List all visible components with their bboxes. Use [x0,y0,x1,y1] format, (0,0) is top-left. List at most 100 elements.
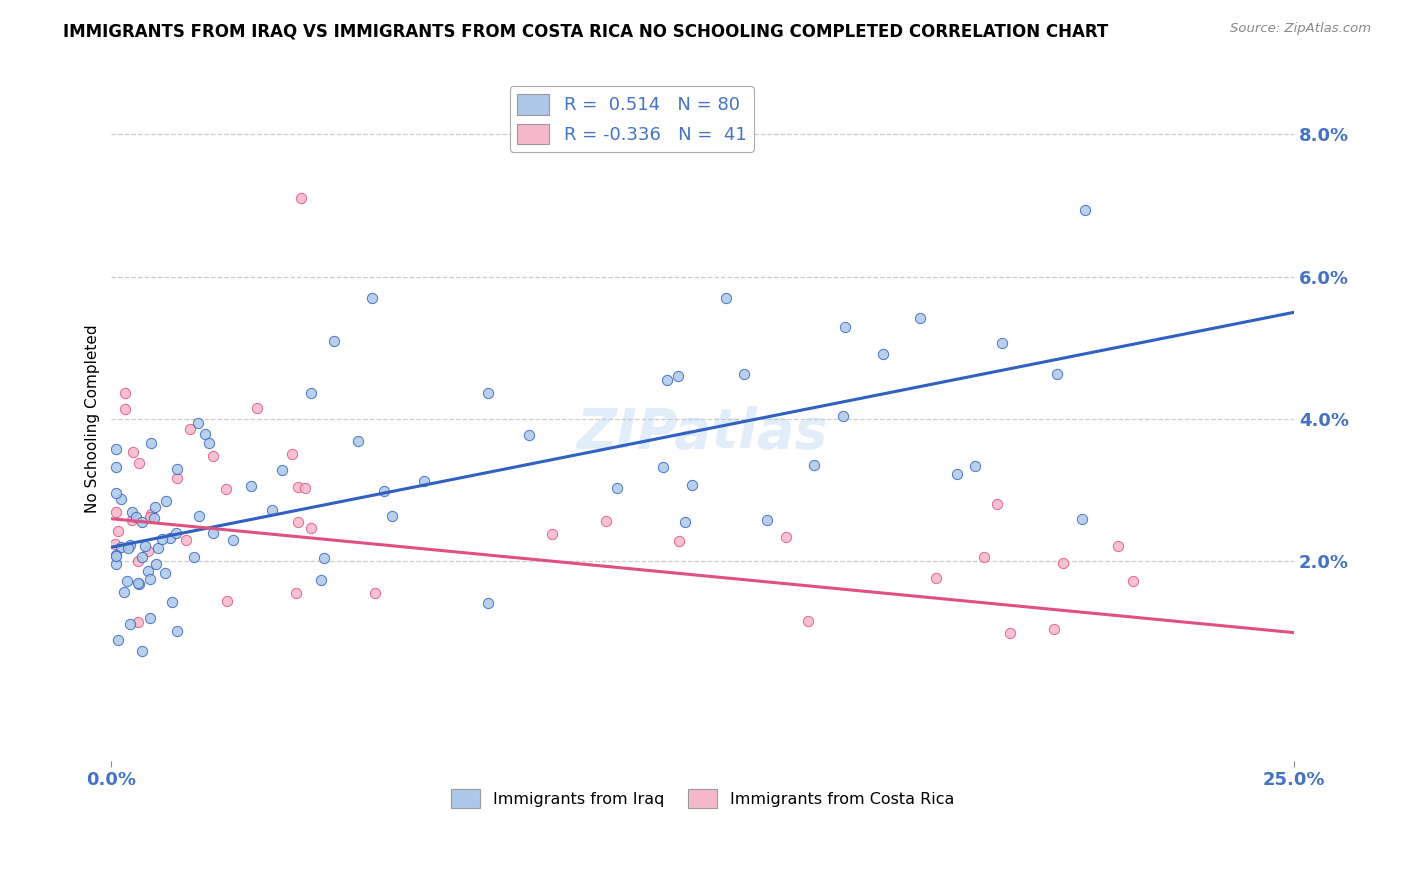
Point [127,554,149,568]
Point [908,310,931,325]
Point [998,625,1021,640]
Point [117,541,139,556]
Point [198,435,221,450]
Point [1045,367,1067,381]
Point [716,291,738,305]
Point [201,449,224,463]
Point [120,538,142,552]
Point [141,507,163,521]
Point [105,548,128,562]
Point [347,434,370,449]
Point [681,478,703,492]
Point [112,584,135,599]
Point [360,291,382,305]
Point [363,585,385,599]
Point [1071,512,1094,526]
Point [107,633,129,648]
Point [831,409,853,423]
Point [1122,574,1144,588]
Point [299,521,322,535]
Point [287,515,309,529]
Point [136,543,159,558]
Point [139,510,162,524]
Point [142,510,165,524]
Point [755,513,778,527]
Point [595,515,617,529]
Point [143,500,166,515]
Point [872,347,894,361]
Point [174,533,197,547]
Point [673,515,696,529]
Text: IMMIGRANTS FROM IRAQ VS IMMIGRANTS FROM COSTA RICA NO SCHOOLING COMPLETED CORREL: IMMIGRANTS FROM IRAQ VS IMMIGRANTS FROM … [63,22,1108,40]
Legend: Immigrants from Iraq, Immigrants from Costa Rica: Immigrants from Iraq, Immigrants from Co… [444,783,960,814]
Point [519,428,541,442]
Point [121,444,143,458]
Text: Source: ZipAtlas.com: Source: ZipAtlas.com [1230,22,1371,36]
Point [413,474,436,488]
Point [222,533,245,547]
Point [150,533,173,547]
Point [657,374,679,388]
Point [322,334,344,348]
Point [110,491,132,506]
Point [105,549,128,564]
Point [104,506,127,520]
Point [105,442,128,456]
Point [309,574,332,588]
Point [131,549,153,564]
Point [380,509,402,524]
Point [153,566,176,581]
Point [139,436,162,450]
Point [245,401,267,416]
Point [118,617,141,632]
Point [477,385,499,400]
Point [1107,539,1129,553]
Point [128,456,150,470]
Point [105,485,128,500]
Point [179,421,201,435]
Point [733,368,755,382]
Point [540,527,562,541]
Point [127,576,149,591]
Point [115,574,138,588]
Point [991,335,1014,350]
Point [834,319,856,334]
Point [187,416,209,430]
Point [271,462,294,476]
Point [107,524,129,539]
Point [160,595,183,609]
Point [114,386,136,401]
Point [284,586,307,600]
Point [131,643,153,657]
Text: ZIPatlas: ZIPatlas [576,406,828,459]
Point [134,539,156,553]
Point [121,513,143,527]
Point [146,541,169,555]
Point [155,494,177,508]
Point [1043,622,1066,636]
Point [240,479,263,493]
Point [127,615,149,629]
Point [166,624,188,638]
Point [287,480,309,494]
Point [280,447,302,461]
Point [159,531,181,545]
Point [128,577,150,591]
Point [1052,556,1074,570]
Point [145,557,167,571]
Point [373,483,395,498]
Point [668,369,690,384]
Point [797,614,820,628]
Point [125,510,148,524]
Point [110,541,132,555]
Point [1073,202,1095,217]
Y-axis label: No Schooling Completed: No Schooling Completed [86,325,100,514]
Point [165,525,187,540]
Point [188,509,211,524]
Point [183,550,205,565]
Point [925,571,948,585]
Point [606,481,628,495]
Point [668,533,690,548]
Point [194,426,217,441]
Point [166,470,188,484]
